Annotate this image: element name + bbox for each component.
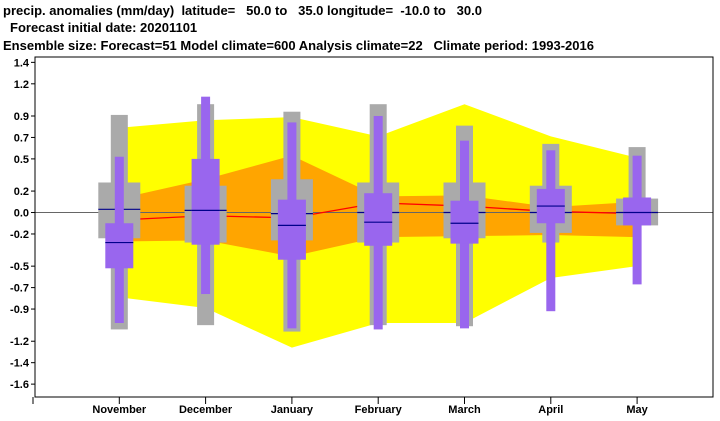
forecast-whisker xyxy=(546,150,556,312)
x-tick-label: February xyxy=(355,404,403,416)
y-tick-label: -1.4 xyxy=(10,358,30,370)
y-tick-label: 1.2 xyxy=(14,79,29,91)
plot-frame xyxy=(34,56,714,398)
y-tick-label: 0.5 xyxy=(14,154,29,166)
y-tick-label: 1.4 xyxy=(14,57,30,69)
forecast-box xyxy=(623,197,652,226)
y-tick-label: 0.7 xyxy=(14,132,29,144)
x-tick-label: March xyxy=(448,404,481,416)
chart-title: precip. anomalies (mm/day) latitude= 50.… xyxy=(3,3,482,18)
x-tick-label: January xyxy=(271,404,314,416)
forecast-box xyxy=(450,200,479,244)
y-tick-label: 0.2 xyxy=(14,186,29,198)
x-tick-label: May xyxy=(626,404,648,416)
box-plots xyxy=(98,96,659,332)
forecast-box xyxy=(105,223,134,269)
forecast-box xyxy=(191,158,220,245)
forecast-box xyxy=(277,199,306,260)
y-tick-label: -0.7 xyxy=(10,283,29,295)
axes: 1.4 1.2 0.9 0.7 0.5 0.2 0.0 -0.2 -0.5 -0.7 -0.9 -1.… xyxy=(10,56,714,416)
y-tick-label: -0.5 xyxy=(10,261,29,273)
x-tick-label: December xyxy=(179,404,233,416)
forecast-date: Forecast initial date: 20201101 xyxy=(10,20,198,35)
y-tick-label: 0.0 xyxy=(14,208,29,220)
forecast-box xyxy=(364,193,393,246)
y-tick-label: 0.9 xyxy=(14,111,29,123)
x-tick-label: November xyxy=(92,404,147,416)
y-tick-label: -0.9 xyxy=(10,304,29,316)
y-tick-label: -0.2 xyxy=(10,229,29,241)
y-tick-label: -1.2 xyxy=(10,336,29,348)
y-tick-label: -1.6 xyxy=(10,379,29,391)
x-tick-label: April xyxy=(538,404,563,416)
ensemble-info: Ensemble size: Forecast=51 Model climate… xyxy=(3,38,594,53)
